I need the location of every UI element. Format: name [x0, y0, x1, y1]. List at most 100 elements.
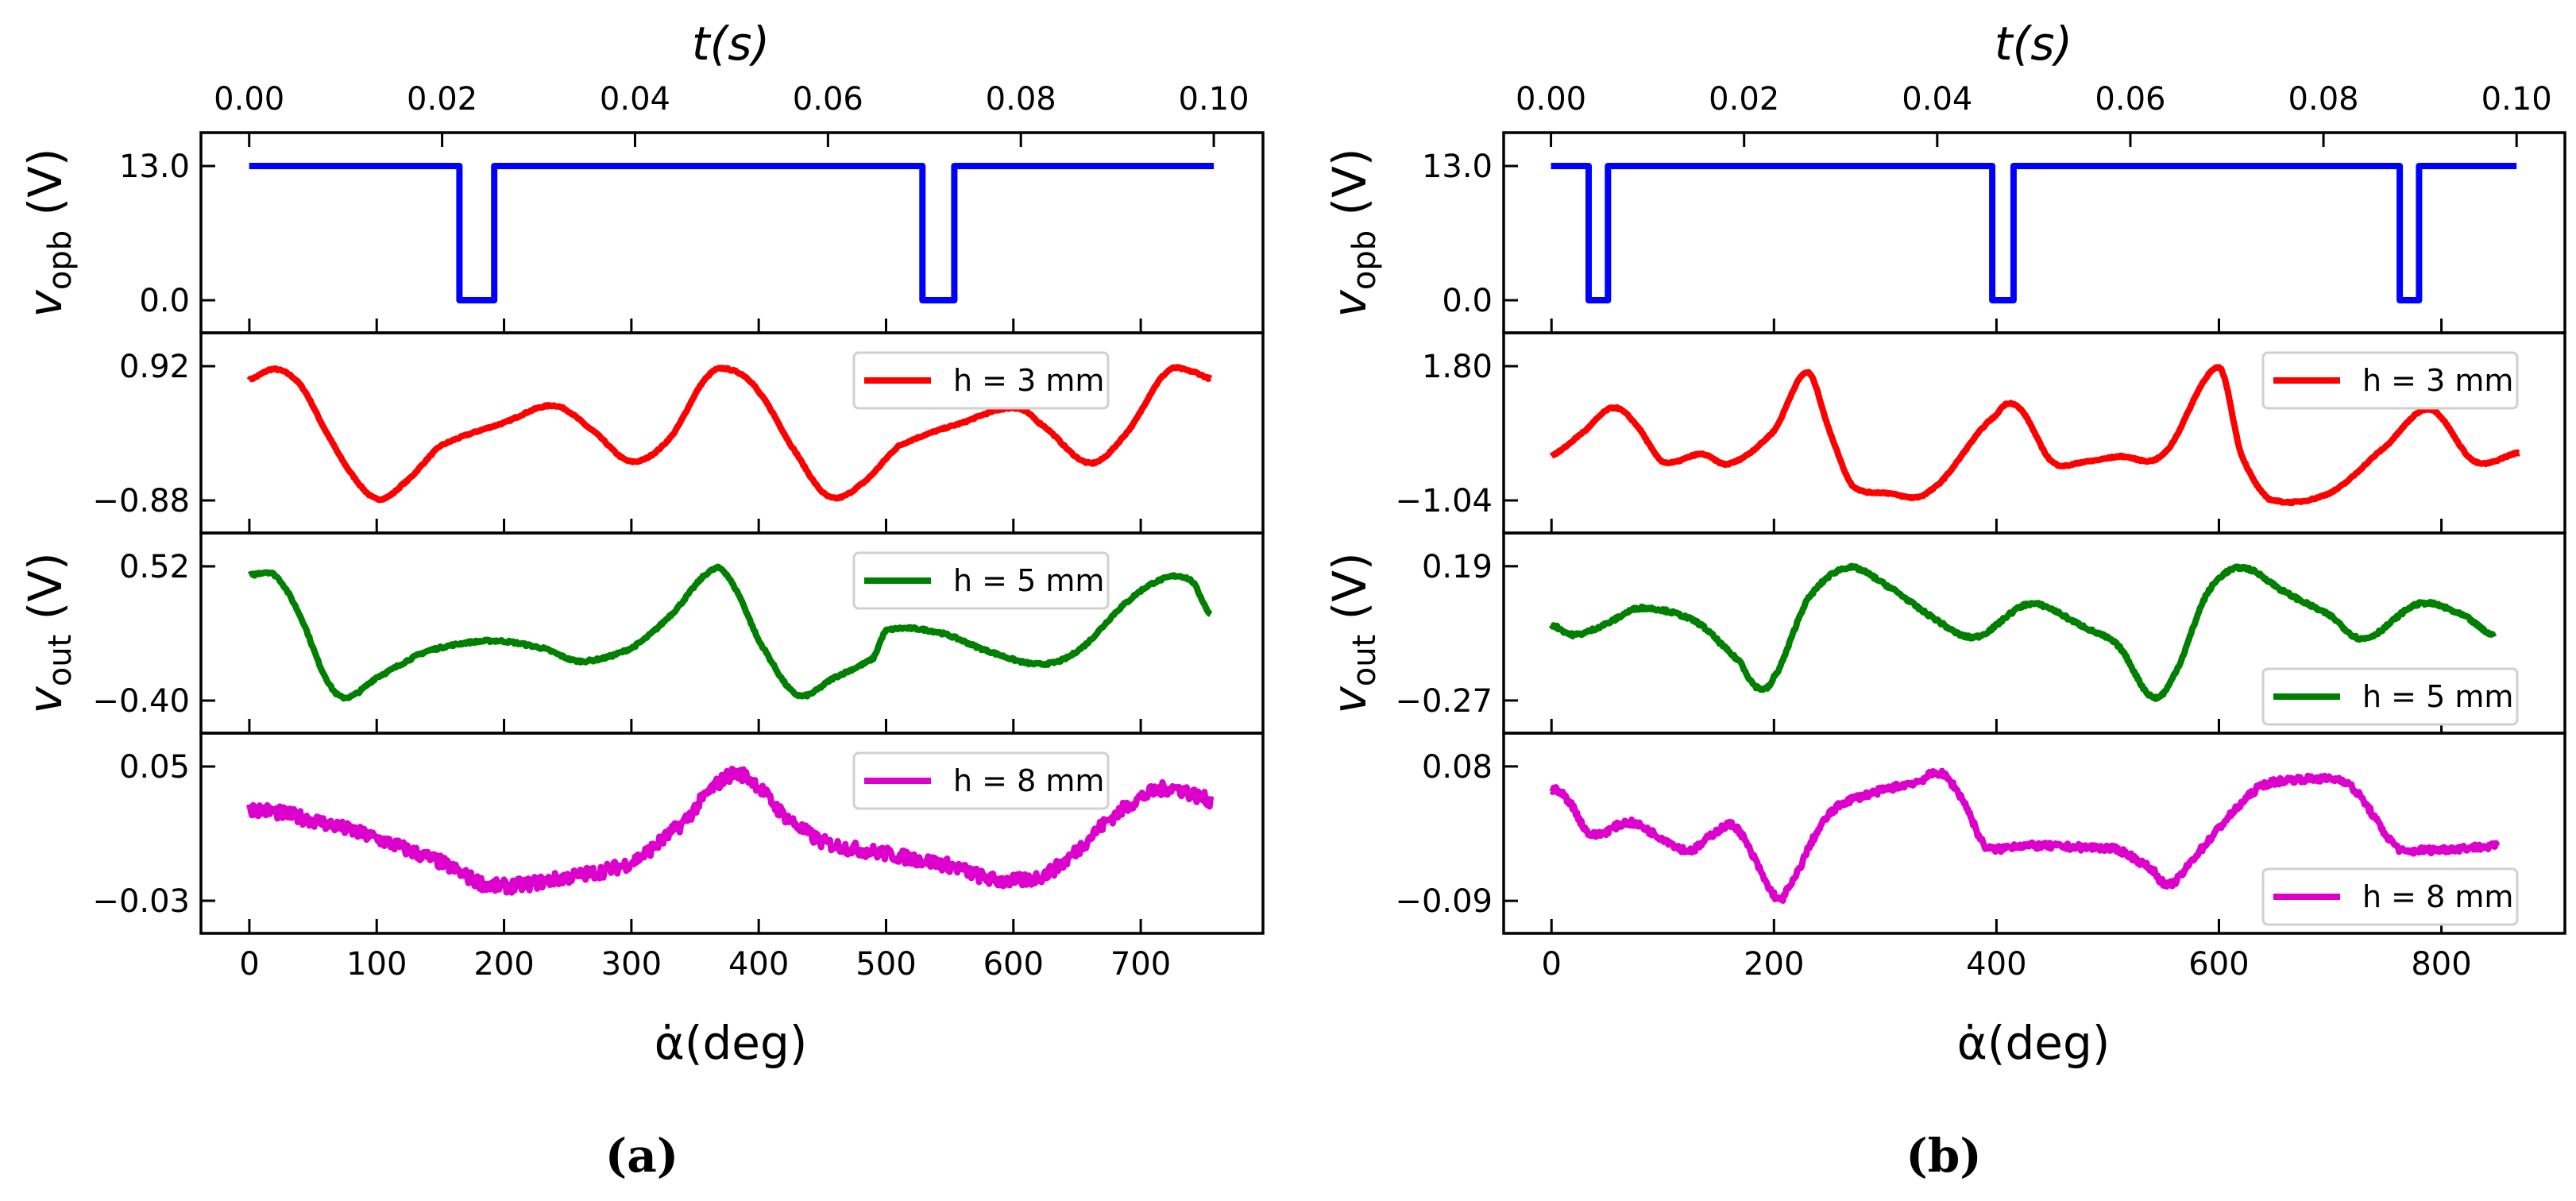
- y-tick-label: −0.40: [92, 683, 190, 720]
- y-axis-unit: (V): [1323, 149, 1377, 230]
- x-tick-label: 600: [2188, 946, 2249, 983]
- panel-caption: (a): [605, 1129, 678, 1183]
- series-line-v-opb: [1551, 163, 2517, 303]
- y-axis-unit: (V): [1323, 552, 1377, 634]
- series-line-h-8-mm: [1549, 767, 2501, 904]
- y-axis-unit: (V): [18, 149, 72, 230]
- legend: h = 5 mm: [2261, 667, 2519, 726]
- y-axis-title: vout (V): [18, 552, 79, 713]
- legend-box: [2261, 867, 2519, 926]
- y-axis-var: v: [1323, 685, 1377, 714]
- x-tick-label: 200: [473, 946, 534, 983]
- panel-b: t(s) 0.00 0.02 0.04 0.06 0.08 0.10 13.0 0.0 1.80 −…: [1323, 17, 2566, 1183]
- top-tick-label: 0.08: [986, 81, 1056, 118]
- top-tick-label: 0.08: [2288, 81, 2359, 118]
- y-axis-sub: out: [1346, 635, 1383, 687]
- y-axis-var: v: [18, 288, 72, 317]
- panel-caption: (b): [1906, 1129, 1981, 1183]
- x-tick-label: 700: [1110, 946, 1171, 983]
- x-tick-label: 400: [728, 946, 789, 983]
- legend: h = 8 mm: [2261, 867, 2519, 926]
- panel-a: t(s) 0.00 0.02 0.04 0.06 0.08 0.10 13.0 0.0 0.92 −…: [18, 17, 1265, 1183]
- subplot-2: 0.52 −0.40 h = 5 mm: [92, 531, 1265, 735]
- y-tick-label: −0.09: [1395, 883, 1493, 920]
- top-tick-label: 0.00: [214, 81, 284, 118]
- y-axis-var: v: [18, 685, 72, 714]
- series-line-h-3-mm: [1549, 364, 2522, 507]
- y-tick-label: −0.03: [92, 883, 190, 920]
- x-tick-label: 0: [239, 946, 259, 983]
- legend-label: h = 5 mm: [2362, 679, 2513, 714]
- y-tick-label: 13.0: [119, 149, 190, 185]
- subplot-0: 13.0 0.0: [1422, 131, 2566, 334]
- legend-box: [2261, 667, 2519, 726]
- legend-box: [852, 351, 1110, 410]
- y-tick-label: 0.05: [119, 749, 190, 786]
- y-tick-label: 0.08: [1422, 749, 1493, 786]
- top-tick-label: 0.06: [793, 81, 863, 118]
- y-tick-label: −1.04: [1395, 483, 1493, 519]
- top-tick-label: 0.04: [600, 81, 670, 118]
- legend: h = 8 mm: [852, 751, 1110, 810]
- y-tick-label: 0.0: [1442, 283, 1493, 319]
- series-line-h-5-mm: [1548, 562, 2497, 702]
- y-tick-label: 0.19: [1422, 549, 1493, 585]
- top-tick-label: 0.10: [2481, 81, 2552, 118]
- top-tick-label: 0.02: [1709, 81, 1779, 118]
- top-axis-title: t(s): [1995, 17, 2072, 71]
- x-axis-title: α̇(deg): [655, 1016, 808, 1070]
- y-tick-label: 0.92: [119, 349, 190, 385]
- y-axis-title: vopb (V): [18, 149, 79, 318]
- x-axis-title: α̇(deg): [1957, 1016, 2111, 1070]
- y-tick-label: −0.27: [1395, 683, 1493, 720]
- legend-label: h = 8 mm: [953, 763, 1104, 798]
- y-tick-label: 0.52: [119, 549, 190, 585]
- y-axis-var: v: [1323, 288, 1377, 317]
- subplot-2: 0.19 −0.27 h = 5 mm: [1395, 531, 2566, 735]
- series-line-h-8-mm: [246, 766, 1215, 896]
- axes-frame: [1502, 732, 2566, 935]
- y-tick-label: 0.0: [139, 283, 190, 319]
- legend-label: h = 3 mm: [2362, 363, 2513, 398]
- legend-box: [852, 751, 1110, 810]
- legend-label: h = 3 mm: [953, 363, 1104, 398]
- y-axis-title: vopb (V): [1323, 149, 1383, 318]
- top-tick-label: 0.04: [1902, 81, 1972, 118]
- series-line-h-5-mm: [247, 563, 1213, 702]
- top-tick-label: 0.06: [2095, 81, 2165, 118]
- legend: h = 3 mm: [2261, 351, 2519, 410]
- y-tick-label: 13.0: [1422, 149, 1493, 185]
- subplot-3: 0.08 −0.09 h = 8 mm: [1395, 732, 2566, 935]
- axes-frame: [199, 131, 1265, 334]
- y-tick-label: −0.88: [92, 483, 190, 519]
- legend-label: h = 8 mm: [2362, 879, 2513, 914]
- x-tick-label: 200: [1744, 946, 1804, 983]
- y-axis-sub: opb: [1346, 230, 1383, 290]
- subplot-0: 13.0 0.0: [119, 131, 1265, 334]
- top-axis-title: t(s): [692, 17, 770, 71]
- x-tick-label: 100: [346, 946, 407, 983]
- legend: h = 5 mm: [852, 551, 1110, 610]
- legend-box: [852, 551, 1110, 610]
- x-tick-label: 300: [601, 946, 662, 983]
- legend-box: [2261, 351, 2519, 410]
- subplot-3: 0.05 −0.03 h = 8 mm: [92, 732, 1265, 935]
- y-axis-sub: out: [42, 635, 79, 687]
- subplot-1: 0.92 −0.88 h = 3 mm: [92, 331, 1265, 535]
- y-axis-unit: (V): [18, 552, 72, 634]
- x-tick-label: 800: [2411, 946, 2471, 983]
- x-tick-label: 500: [855, 946, 916, 983]
- axes-frame: [199, 732, 1265, 935]
- y-tick-label: 1.80: [1422, 349, 1493, 385]
- y-axis-sub: opb: [42, 230, 79, 290]
- top-tick-label: 0.10: [1179, 81, 1249, 118]
- x-tick-label: 0: [1541, 946, 1561, 983]
- top-tick-label: 0.02: [407, 81, 477, 118]
- top-tick-label: 0.00: [1516, 81, 1586, 118]
- legend: h = 3 mm: [852, 351, 1110, 410]
- y-axis-title: vout (V): [1323, 552, 1383, 713]
- x-tick-label: 600: [983, 946, 1044, 983]
- x-tick-label: 400: [1966, 946, 2026, 983]
- subplot-1: 1.80 −1.04 h = 3 mm: [1395, 331, 2566, 535]
